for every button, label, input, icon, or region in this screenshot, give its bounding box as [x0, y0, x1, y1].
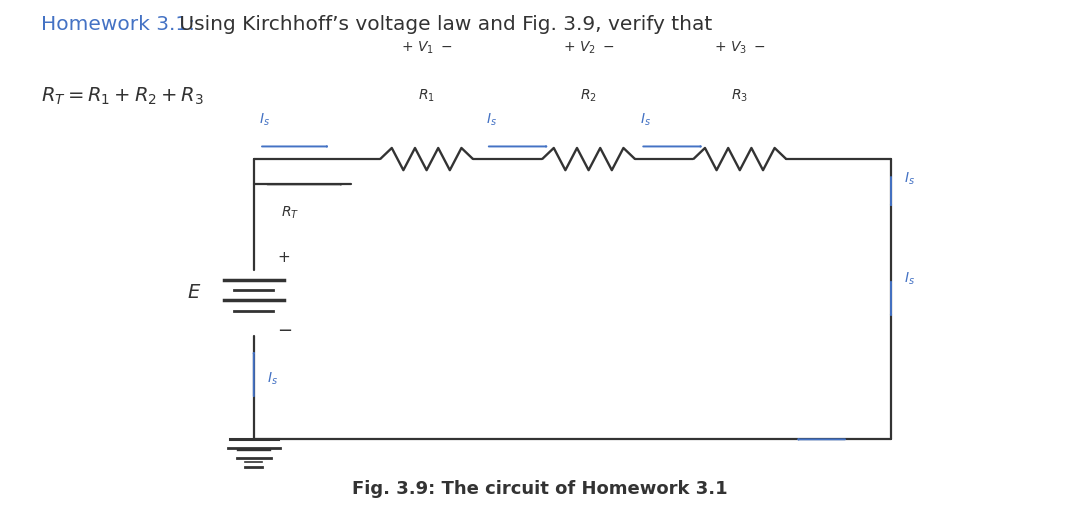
Text: Using Kirchhoff’s voltage law and Fig. 3.9, verify that: Using Kirchhoff’s voltage law and Fig. 3… [173, 15, 712, 34]
Text: $+\ V_3\ -$: $+\ V_3\ -$ [714, 40, 766, 56]
Text: $\mathit{R_1}$: $\mathit{R_1}$ [418, 88, 435, 104]
Text: +: + [278, 250, 291, 265]
Text: $\mathit{I_s}$: $\mathit{I_s}$ [259, 112, 270, 128]
Text: $\mathit{E}$: $\mathit{E}$ [187, 283, 202, 302]
Text: Fig. 3.9: The circuit of Homework 3.1: Fig. 3.9: The circuit of Homework 3.1 [352, 480, 728, 498]
Text: $\mathit{I_s}$: $\mathit{I_s}$ [486, 112, 497, 128]
Text: $\mathit{R_3}$: $\mathit{R_3}$ [731, 88, 748, 104]
Text: $+\ V_1\ -$: $+\ V_1\ -$ [401, 40, 453, 56]
Text: $\mathit{I_s}$: $\mathit{I_s}$ [904, 171, 915, 187]
Text: $\mathit{R_T}$: $\mathit{R_T}$ [281, 205, 299, 221]
Text: $+\ V_2\ -$: $+\ V_2\ -$ [563, 40, 615, 56]
Text: $\mathit{R_2}$: $\mathit{R_2}$ [580, 88, 597, 104]
Text: $\mathit{I_s}$: $\mathit{I_s}$ [267, 371, 278, 387]
Text: −: − [278, 322, 293, 340]
Text: $\mathit{R_T = R_1 + R_2 + R_3}$: $\mathit{R_T = R_1 + R_2 + R_3}$ [41, 86, 204, 107]
Text: Homework 3.1:: Homework 3.1: [41, 15, 195, 34]
Text: $\mathit{I_s}$: $\mathit{I_s}$ [640, 112, 651, 128]
Text: $\mathit{I_s}$: $\mathit{I_s}$ [904, 271, 915, 287]
